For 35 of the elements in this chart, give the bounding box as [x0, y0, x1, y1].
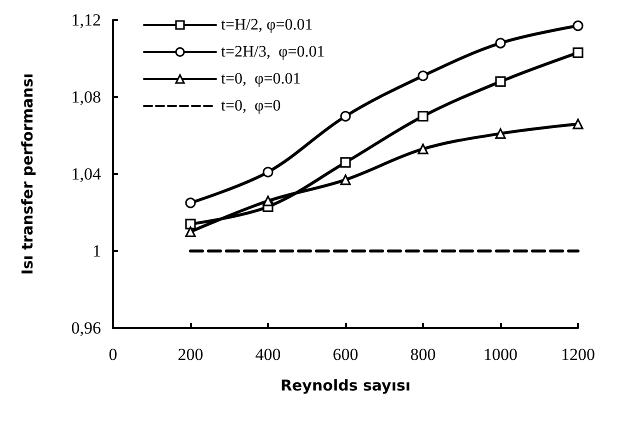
- point: [572, 47, 584, 58]
- y-axis-title: Isı transfer performansı: [18, 73, 36, 275]
- point: [572, 20, 584, 32]
- legend-label: t=0, φ=0: [221, 98, 281, 114]
- x-tick-label: 400: [255, 345, 281, 364]
- y-tick-label: 1,08: [71, 88, 101, 106]
- point: [495, 76, 506, 87]
- x-tick-label: 200: [178, 345, 204, 364]
- point: [185, 218, 196, 230]
- point: [495, 128, 506, 139]
- x-tick-label: 0: [108, 345, 118, 364]
- x-axis-title: Reynolds sayısı: [280, 376, 411, 394]
- x-tick-label: 1200: [561, 345, 595, 364]
- legend-label: t=H/2, φ=0.01: [221, 16, 313, 34]
- legend-label: t=0, φ=0.01: [221, 70, 301, 88]
- x-tick-label: 800: [410, 345, 436, 364]
- y-tick-label: 0,96: [71, 318, 101, 338]
- legend-label: t=2H/3, φ=0.01: [221, 44, 325, 60]
- point: [418, 144, 428, 154]
- point: [572, 118, 584, 130]
- point: [340, 174, 351, 186]
- point: [185, 226, 196, 238]
- y-tick-label: 1: [92, 242, 101, 260]
- point: [262, 196, 274, 206]
- point: [495, 38, 506, 48]
- point: [262, 166, 274, 178]
- point: [418, 110, 428, 122]
- point: [340, 157, 351, 168]
- y-tick-label: 1,12: [71, 10, 101, 30]
- x-tick-label: 1000: [484, 345, 518, 364]
- y-tick-label: 1,04: [71, 164, 102, 184]
- point: [418, 70, 428, 82]
- x-tick-label: 600: [332, 345, 358, 364]
- point: [340, 110, 351, 122]
- point: [185, 198, 196, 208]
